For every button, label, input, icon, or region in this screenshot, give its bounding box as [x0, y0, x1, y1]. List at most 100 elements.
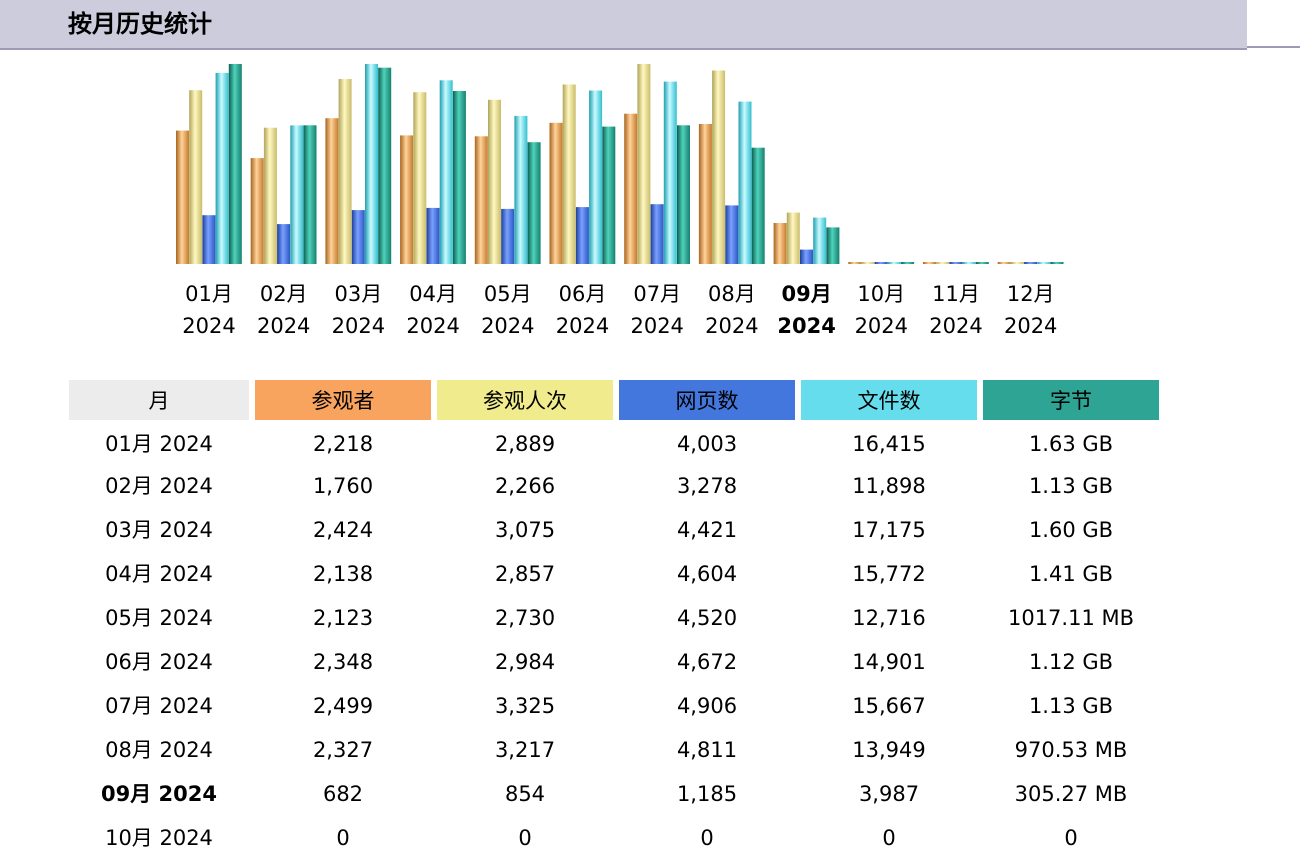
bar-pages: [1024, 262, 1038, 264]
bar-pages: [277, 224, 291, 264]
cell-month: 02月 2024: [105, 474, 213, 498]
table-row: 03月 2024 2,424 3,075 4,421 17,175 1.60 GB: [69, 508, 1159, 552]
cell-visits: 2,266: [494, 474, 556, 498]
monthly-history-chart: 01月 2024 02月 2024 03月 2024 04月 2024 05月 2024 06月 20…: [176, 64, 1064, 338]
cell-month: 08月 2024: [105, 738, 213, 762]
tick-label-year: 2024: [182, 314, 235, 338]
table-header-row: 月 参观者 参观人次 网页数 文件数 字节: [69, 380, 1159, 420]
bar-visits: [786, 212, 800, 264]
bar-files: [1037, 262, 1051, 264]
bar-visits: [488, 99, 501, 264]
cell-files: 0: [882, 826, 896, 850]
cell-bytes: 0: [1064, 826, 1078, 850]
cell-visits: 3,075: [494, 518, 556, 542]
bar-files: [514, 115, 528, 265]
cell-files: 14,901: [852, 650, 926, 674]
tick-label-year: 2024: [332, 314, 385, 338]
col-header-visitors: 参观者: [255, 380, 431, 420]
bar-pages: [874, 262, 888, 264]
cell-bytes: 1.41 GB: [1028, 562, 1114, 586]
cell-pages: 4,003: [676, 432, 738, 456]
tick-label-year: 2024: [1004, 314, 1057, 338]
tick-label-month: 07月: [633, 282, 681, 306]
bar-files: [738, 101, 752, 264]
cell-pages: 4,604: [676, 562, 738, 586]
cell-files: 11,898: [852, 474, 926, 498]
cell-month: 05月 2024: [105, 606, 213, 630]
cell-visitors: 2,138: [312, 562, 374, 586]
cell-bytes: 970.53 MB: [1014, 738, 1128, 762]
cell-pages: 4,811: [676, 738, 738, 762]
bar-bytes: [378, 67, 392, 264]
cell-bytes: 1.13 GB: [1028, 694, 1114, 718]
bar-visitors: [400, 135, 414, 264]
bar-bytes: [527, 142, 541, 264]
cell-month: 04月 2024: [105, 562, 213, 586]
bar-bytes: [1050, 262, 1064, 264]
bar-visits: [861, 262, 875, 264]
bar-visits: [562, 84, 576, 264]
bar-visitors: [997, 262, 1011, 264]
table-row: 06月 2024 2,348 2,984 4,672 14,901 1.12 GB: [69, 640, 1159, 684]
bar-visitors: [848, 262, 862, 264]
bar-visits: [263, 127, 277, 264]
cell-visits: 3,217: [494, 738, 556, 762]
bar-visits: [712, 70, 726, 264]
cell-pages: 0: [700, 826, 714, 850]
cell-month: 01月 2024: [105, 432, 213, 456]
monthly-stats-table: 月 参观者 参观人次 网页数 文件数 字节 01月 2024 2,218 2,889…: [63, 380, 1165, 860]
bar-bytes: [677, 125, 690, 264]
bar-files: [215, 72, 229, 265]
cell-month: 09月 2024: [101, 782, 217, 806]
cell-files: 17,175: [852, 518, 926, 542]
table-row: 10月 2024 0 0 0 0 0: [69, 816, 1159, 860]
tick-label-year: 2024: [257, 314, 310, 338]
bar-pages: [351, 210, 365, 264]
table-row: 05月 2024 2,123 2,730 4,520 12,716 1017.11 MB: [69, 596, 1159, 640]
cell-visits: 2,984: [494, 650, 556, 674]
bar-bytes: [602, 126, 616, 264]
cell-files: 16,415: [852, 432, 926, 456]
col-header-files: 文件数: [801, 380, 977, 420]
cell-month: 07月 2024: [105, 694, 213, 718]
tick-label-month: 08月: [708, 282, 756, 306]
tick-label-month: 04月: [409, 282, 457, 306]
cell-visitors: 2,424: [312, 518, 374, 542]
bar-bytes: [975, 262, 989, 264]
bar-visits: [637, 64, 651, 264]
tick-label-month: 09月: [781, 282, 831, 306]
cell-bytes: 1.12 GB: [1028, 650, 1114, 674]
bar-files: [887, 262, 901, 264]
cell-visitors: 2,499: [312, 694, 374, 718]
cell-bytes: 1.13 GB: [1028, 474, 1114, 498]
tick-label-year: 2024: [630, 314, 683, 338]
col-header-pages: 网页数: [619, 380, 795, 420]
bar-pages: [501, 208, 515, 264]
cell-files: 3,987: [858, 782, 920, 806]
bar-visits: [413, 92, 427, 264]
bar-visitors: [176, 130, 189, 264]
bar-pages: [800, 249, 813, 264]
col-header-visits: 参观人次: [437, 380, 613, 420]
cell-pages: 4,421: [676, 518, 738, 542]
bar-visitors: [923, 262, 936, 264]
cell-pages: 1,185: [676, 782, 738, 806]
cell-visitors: 2,327: [312, 738, 374, 762]
cell-visitors: 1,760: [312, 474, 374, 498]
cell-visits: 2,857: [494, 562, 556, 586]
bar-files: [290, 125, 304, 265]
tick-label-year: 2024: [705, 314, 758, 338]
table-row: 02月 2024 1,760 2,266 3,278 11,898 1.13 GB: [69, 464, 1159, 508]
tick-label-month: 10月: [857, 282, 905, 306]
bar-pages: [202, 215, 216, 264]
col-header-bytes: 字节: [983, 380, 1159, 420]
cell-bytes: 1.63 GB: [1028, 432, 1114, 456]
header-rule: [1247, 46, 1300, 48]
tick-label-month: 03月: [335, 282, 383, 306]
cell-pages: 4,520: [676, 606, 738, 630]
bar-files: [962, 262, 976, 264]
bar-bytes: [826, 227, 840, 264]
cell-month: 03月 2024: [105, 518, 213, 542]
col-header-month: 月: [69, 380, 249, 420]
cell-files: 15,772: [852, 562, 926, 586]
